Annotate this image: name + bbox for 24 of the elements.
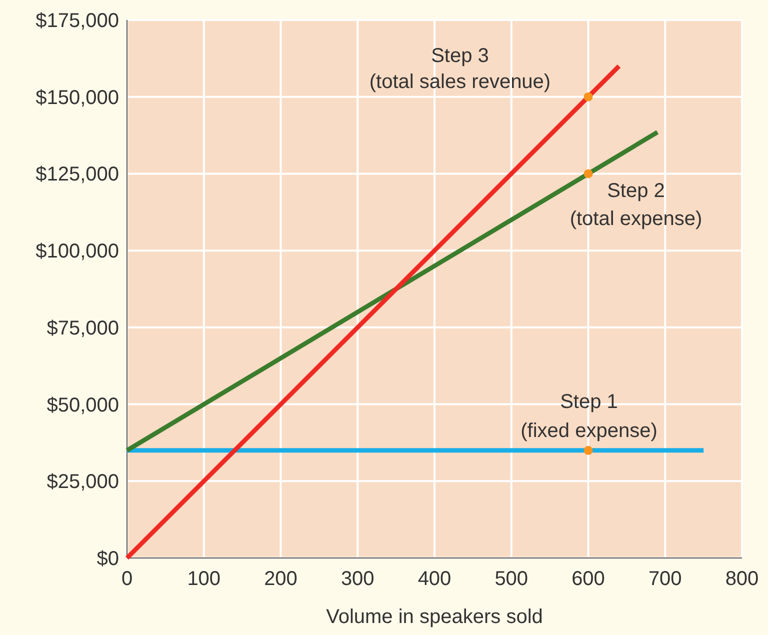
y-tick-label: $125,000 [36, 164, 119, 186]
y-tick-label: $100,000 [36, 240, 119, 263]
y-tick-label: $75,000 [46, 317, 119, 340]
point [584, 446, 593, 455]
x-tick-label: 300 [340, 568, 374, 590]
y-tick-label: $0 [96, 548, 119, 570]
annotation: Step 1 (fixed expense) [520, 391, 658, 442]
x-tick-label: 200 [264, 568, 298, 590]
x-tick-label: 600 [572, 568, 605, 590]
y-tick-label: $25,000 [46, 471, 119, 494]
x-axis-title: Volume in speakers sold [326, 606, 543, 628]
y-tick-label: $150,000 [36, 86, 119, 109]
point [584, 169, 593, 178]
y-tick-label: $50,000 [46, 394, 119, 416]
x-tick-label: 100 [187, 568, 221, 590]
x-tick-label: 700 [648, 568, 682, 590]
x-tick-label: 0 [121, 568, 133, 590]
annotation: Step 2 (total expense) [570, 180, 702, 230]
y-tick-label: $175,000 [36, 10, 119, 32]
x-tick-label: 400 [418, 568, 452, 590]
point [584, 92, 593, 102]
annotation: Step 3 (total sales revenue) [369, 45, 551, 93]
x-tick-label: 800 [725, 568, 759, 590]
x-tick-label: 500 [494, 568, 528, 590]
